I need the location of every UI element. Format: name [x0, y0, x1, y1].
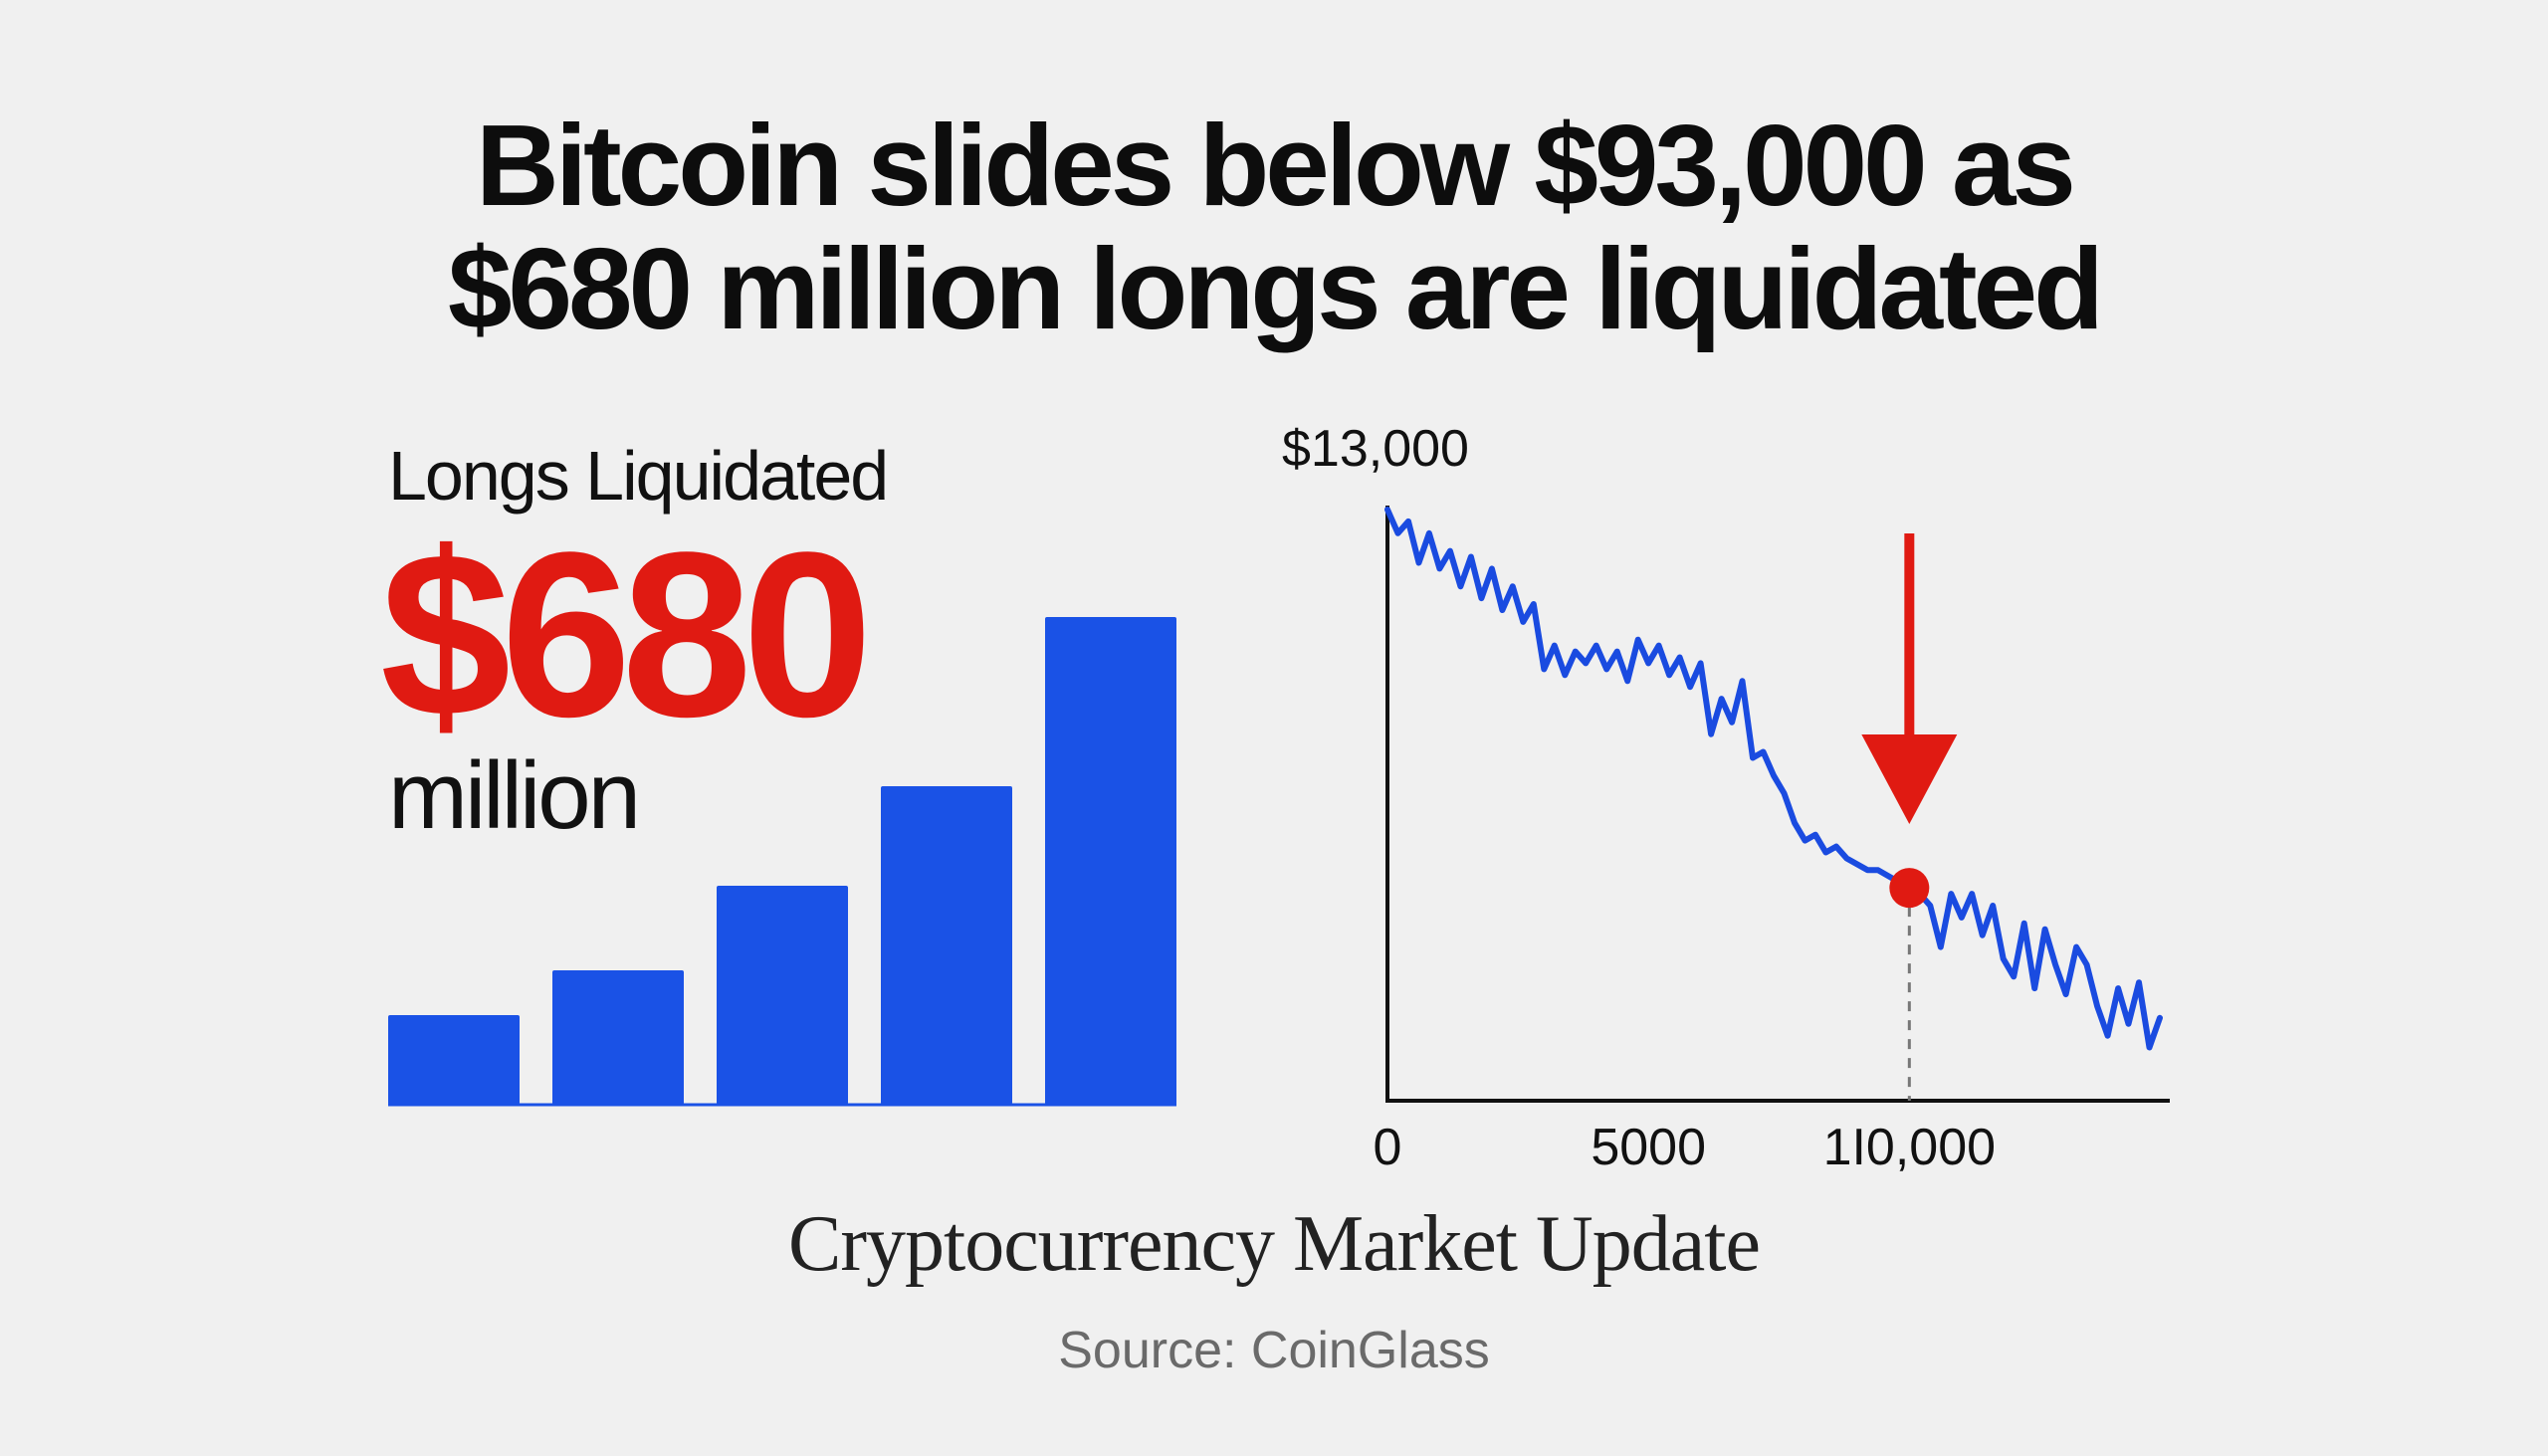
headline-line-1: Bitcoin slides below $93,000 as	[476, 101, 2076, 230]
bar-chart	[388, 617, 1176, 1107]
bar-1	[388, 1015, 520, 1105]
bar-2	[552, 970, 684, 1105]
source-credit: Source: CoinGlass	[1058, 1322, 1490, 1379]
highlight-point	[1889, 868, 1930, 909]
bar-3	[717, 886, 848, 1105]
stat-label: Longs Liquidated	[388, 437, 889, 515]
bar-4	[881, 786, 1012, 1105]
headline-line-2: $680 million longs are liquidated	[448, 224, 2104, 353]
price-series-line	[1384, 507, 2163, 1051]
x-tick-label-2: 5000	[1591, 1119, 1706, 1174]
stat-unit: million	[388, 742, 641, 849]
y-axis-top-label: $13,000	[1282, 420, 1469, 478]
line-chart: $13,000 0 5000 1I0,000	[1282, 420, 2170, 1174]
x-tick-label-3: 1I0,000	[1823, 1119, 1997, 1174]
arrow-head	[1861, 734, 1958, 824]
stat-value: $680	[380, 504, 873, 766]
x-tick-label-1: 0	[1374, 1119, 1402, 1174]
caption: Cryptocurrency Market Update	[787, 1200, 1761, 1288]
headline: Bitcoin slides below $93,000 as $680 mil…	[0, 104, 2548, 350]
bar-5	[1045, 617, 1176, 1105]
